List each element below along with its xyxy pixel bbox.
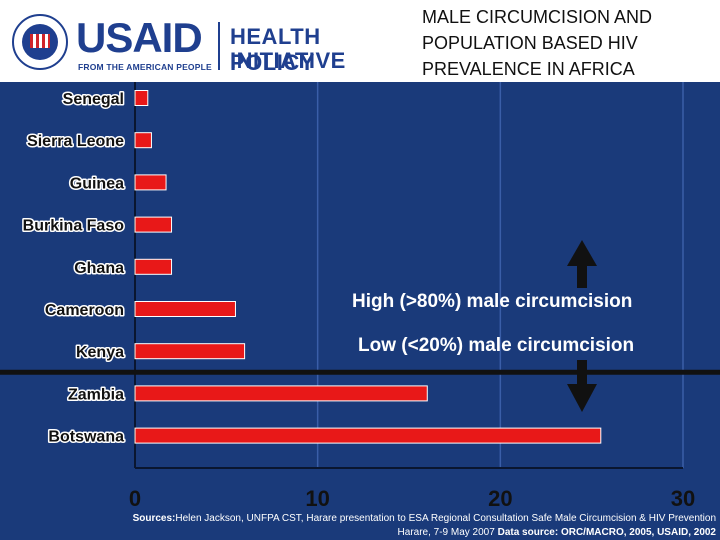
sources-line-2: Harare, 7-9 May 2007 bbox=[397, 527, 498, 538]
x-tick-label: 10 bbox=[305, 486, 329, 511]
logo-program-line2: INITIATIVE bbox=[230, 48, 346, 73]
x-tick-label: 30 bbox=[671, 486, 695, 511]
bar-burkina-faso bbox=[134, 216, 173, 233]
bar-ghana bbox=[134, 258, 173, 275]
slide-title: MALE CIRCUMCISION AND POPULATION BASED H… bbox=[422, 4, 718, 82]
logo-program-line1: HEALTH POLICY bbox=[230, 24, 321, 75]
usaid-hpi-logo: USAID FROM THE AMERICAN PEOPLE HEALTH PO… bbox=[12, 12, 412, 75]
bar-guinea bbox=[134, 174, 167, 191]
arrow-down-icon bbox=[567, 384, 597, 412]
category-label: Cameroon bbox=[45, 302, 124, 319]
sources-line-1: Helen Jackson, UNFPA CST, Harare present… bbox=[175, 513, 716, 524]
title-line-1: MALE CIRCUMCISION AND bbox=[422, 7, 653, 27]
category-label: Botswana bbox=[48, 429, 124, 446]
bar-cameroon bbox=[134, 301, 236, 317]
title-line-2: POPULATION BASED HIV bbox=[422, 33, 638, 53]
plot-background bbox=[0, 82, 720, 540]
category-label: Zambia bbox=[68, 386, 124, 403]
logo-main-text: USAID bbox=[76, 14, 203, 61]
logo-divider bbox=[218, 22, 220, 70]
arrow-up-shaft bbox=[577, 264, 587, 288]
bar-zambia bbox=[134, 385, 428, 402]
category-label: Burkina Faso bbox=[23, 218, 125, 235]
bar-botswana bbox=[134, 427, 602, 444]
sources-data-source: Data source: ORC/MACRO, 2005, USAID, 200… bbox=[497, 527, 716, 538]
category-label: Ghana bbox=[74, 260, 124, 277]
logo-tagline: FROM THE AMERICAN PEOPLE bbox=[78, 62, 212, 72]
category-label: Senegal bbox=[63, 91, 124, 108]
annotation-low-circumcision: Low (<20%) male circumcision bbox=[358, 335, 635, 356]
bar-sierra-leone bbox=[134, 132, 152, 149]
annotation-high-circumcision: High (>80%) male circumcision bbox=[352, 291, 633, 312]
usaid-seal-icon bbox=[12, 14, 68, 70]
arrow-up-icon bbox=[567, 240, 597, 266]
category-label: Sierra Leone bbox=[27, 133, 124, 150]
category-label: Kenya bbox=[76, 344, 124, 361]
header: USAID FROM THE AMERICAN PEOPLE HEALTH PO… bbox=[0, 0, 720, 82]
sources-label: Sources: bbox=[132, 513, 176, 524]
x-tick-label: 0 bbox=[129, 486, 141, 511]
bar-senegal bbox=[134, 90, 149, 106]
title-line-3: PREVALENCE IN AFRICA bbox=[422, 59, 635, 79]
sources-note: Sources:Helen Jackson, UNFPA CST, Harare… bbox=[4, 512, 716, 540]
x-tick-label: 20 bbox=[488, 486, 512, 511]
bar-kenya bbox=[134, 343, 246, 360]
arrow-down-shaft bbox=[577, 360, 587, 386]
category-label: Guinea bbox=[70, 175, 124, 192]
